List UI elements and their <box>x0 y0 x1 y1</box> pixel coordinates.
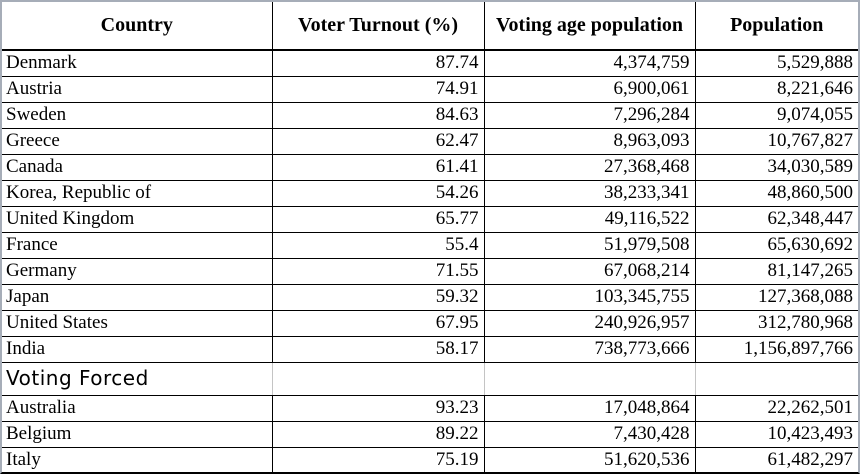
cell-country: Japan <box>2 283 273 311</box>
cell-country: India <box>2 335 273 363</box>
cell-population: 65,630,692 <box>694 231 858 259</box>
column-header-voting-age-population: Voting age population <box>483 2 696 51</box>
cell-turnout: 58.17 <box>271 335 485 363</box>
cell-voting-age-population: 6,900,061 <box>483 75 696 103</box>
cell-country: Austria <box>2 75 273 103</box>
column-header-country: Country <box>2 2 273 51</box>
empty-cell <box>694 361 858 396</box>
cell-country: Italy <box>2 446 273 472</box>
table-row: Japan 59.32 103,345,755 127,368,088 <box>2 283 858 311</box>
cell-country: Canada <box>2 153 273 181</box>
cell-voting-age-population: 738,773,666 <box>483 335 696 363</box>
cell-country: Australia <box>2 394 273 422</box>
cell-turnout: 67.95 <box>271 309 485 337</box>
cell-population: 62,348,447 <box>694 205 858 233</box>
cell-turnout: 75.19 <box>271 446 485 472</box>
cell-population: 10,423,493 <box>694 420 858 448</box>
cell-country: United States <box>2 309 273 337</box>
table-row: United States 67.95 240,926,957 312,780,… <box>2 309 858 337</box>
table-row: Germany 71.55 67,068,214 81,147,265 <box>2 257 858 285</box>
cell-voting-age-population: 67,068,214 <box>483 257 696 285</box>
cell-voting-age-population: 27,368,468 <box>483 153 696 181</box>
table-row: United Kingdom 65.77 49,116,522 62,348,4… <box>2 205 858 233</box>
table-row: Canada 61.41 27,368,468 34,030,589 <box>2 153 858 181</box>
cell-country: Denmark <box>2 49 273 77</box>
cell-country: France <box>2 231 273 259</box>
cell-turnout: 55.4 <box>271 231 485 259</box>
cell-population: 22,262,501 <box>694 394 858 422</box>
cell-country: Belgium <box>2 420 273 448</box>
cell-turnout: 84.63 <box>271 101 485 129</box>
cell-population: 34,030,589 <box>694 153 858 181</box>
cell-population: 10,767,827 <box>694 127 858 155</box>
cell-voting-age-population: 7,430,428 <box>483 420 696 448</box>
cell-voting-age-population: 38,233,341 <box>483 179 696 207</box>
cell-voting-age-population: 8,963,093 <box>483 127 696 155</box>
cell-turnout: 71.55 <box>271 257 485 285</box>
cell-country: Germany <box>2 257 273 285</box>
table-row: Belgium 89.22 7,430,428 10,423,493 <box>2 420 858 448</box>
cell-turnout: 62.47 <box>271 127 485 155</box>
cell-turnout: 61.41 <box>271 153 485 181</box>
section-label: Voting Forced <box>2 361 273 396</box>
table-row: Italy 75.19 51,620,536 61,482,297 <box>2 446 858 472</box>
table-row: Korea, Republic of 54.26 38,233,341 48,8… <box>2 179 858 207</box>
cell-population: 312,780,968 <box>694 309 858 337</box>
section-break-row: Voting Forced <box>2 361 858 396</box>
column-header-population: Population <box>694 2 858 51</box>
table-row: Australia 93.23 17,048,864 22,262,501 <box>2 394 858 422</box>
table-row: Denmark 87.74 4,374,759 5,529,888 <box>2 49 858 77</box>
cell-turnout: 87.74 <box>271 49 485 77</box>
cell-country: United Kingdom <box>2 205 273 233</box>
cell-population: 9,074,055 <box>694 101 858 129</box>
cell-population: 61,482,297 <box>694 446 858 472</box>
cell-turnout: 89.22 <box>271 420 485 448</box>
cell-population: 81,147,265 <box>694 257 858 285</box>
cell-population: 1,156,897,766 <box>694 335 858 363</box>
cell-population: 8,221,646 <box>694 75 858 103</box>
cell-voting-age-population: 17,048,864 <box>483 394 696 422</box>
header-row: Country Voter Turnout (%) Voting age pop… <box>2 2 858 51</box>
table-row: Greece 62.47 8,963,093 10,767,827 <box>2 127 858 155</box>
cell-turnout: 74.91 <box>271 75 485 103</box>
table-row: Austria 74.91 6,900,061 8,221,646 <box>2 75 858 103</box>
cell-voting-age-population: 49,116,522 <box>483 205 696 233</box>
cell-voting-age-population: 51,620,536 <box>483 446 696 472</box>
cell-country: Korea, Republic of <box>2 179 273 207</box>
table-row: France 55.4 51,979,508 65,630,692 <box>2 231 858 259</box>
cell-population: 5,529,888 <box>694 49 858 77</box>
cell-population: 48,860,500 <box>694 179 858 207</box>
cell-turnout: 65.77 <box>271 205 485 233</box>
table-row: India 58.17 738,773,666 1,156,897,766 <box>2 335 858 363</box>
cell-population: 127,368,088 <box>694 283 858 311</box>
empty-cell <box>483 361 696 396</box>
column-header-turnout: Voter Turnout (%) <box>271 2 485 51</box>
cell-voting-age-population: 240,926,957 <box>483 309 696 337</box>
table-row: Sweden 84.63 7,296,284 9,074,055 <box>2 101 858 129</box>
cell-turnout: 59.32 <box>271 283 485 311</box>
cell-voting-age-population: 103,345,755 <box>483 283 696 311</box>
cell-country: Greece <box>2 127 273 155</box>
cell-voting-age-population: 51,979,508 <box>483 231 696 259</box>
cell-voting-age-population: 7,296,284 <box>483 101 696 129</box>
cell-turnout: 93.23 <box>271 394 485 422</box>
cell-voting-age-population: 4,374,759 <box>483 49 696 77</box>
empty-cell <box>271 361 485 396</box>
cell-turnout: 54.26 <box>271 179 485 207</box>
cell-country: Sweden <box>2 101 273 129</box>
